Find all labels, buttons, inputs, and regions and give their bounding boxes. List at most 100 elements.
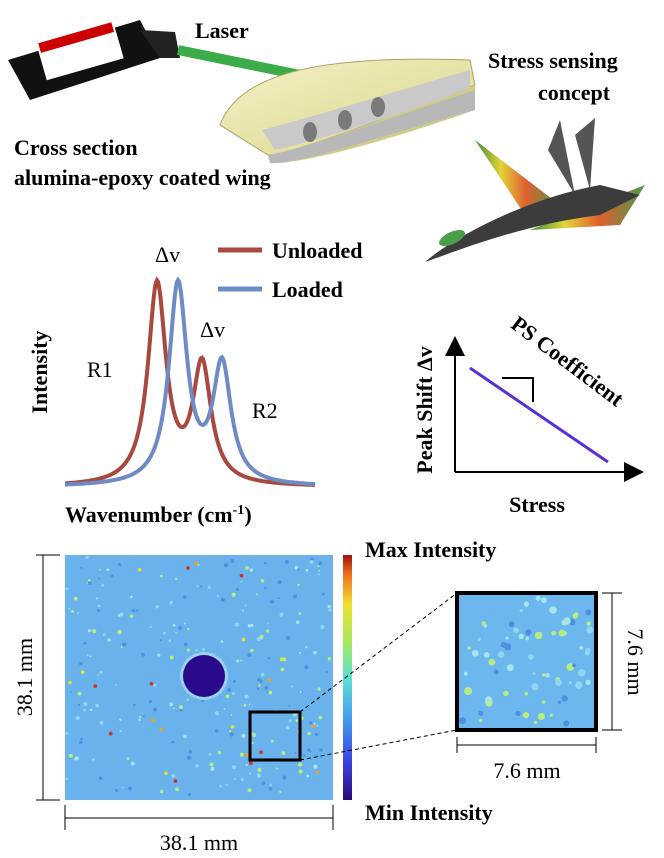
speckle xyxy=(278,597,280,599)
speckle xyxy=(513,627,518,632)
speckle xyxy=(296,620,300,624)
speckle xyxy=(268,691,272,695)
speckle xyxy=(558,701,561,704)
speckle xyxy=(541,597,547,603)
speckle xyxy=(575,681,582,688)
speckle xyxy=(303,754,306,757)
speckle xyxy=(232,692,235,695)
speckle xyxy=(261,673,265,677)
speckle xyxy=(103,633,106,636)
speckle xyxy=(257,774,261,778)
speckle xyxy=(224,563,228,567)
speckle xyxy=(149,700,152,703)
speckle xyxy=(115,684,117,686)
speckle xyxy=(179,705,183,709)
speckle xyxy=(157,654,160,657)
speckle xyxy=(231,725,235,729)
speckle xyxy=(223,708,225,710)
speckle xyxy=(528,654,534,660)
speckle xyxy=(509,621,515,627)
speckle xyxy=(282,776,286,780)
speckle xyxy=(174,779,178,783)
speckle xyxy=(217,595,219,597)
legend-label: Unloaded xyxy=(272,238,362,263)
page: {"top": {"danger": "DANGER", "laser": "L… xyxy=(0,0,664,858)
speckle xyxy=(111,575,113,577)
speckle xyxy=(319,748,322,751)
wing xyxy=(220,59,475,163)
speckle xyxy=(131,762,135,766)
speckle xyxy=(320,625,324,629)
speckle xyxy=(188,793,191,796)
speckle xyxy=(489,659,496,666)
speckle xyxy=(155,605,158,608)
x-axis-label-text: ) xyxy=(244,502,251,527)
speckle xyxy=(226,694,230,698)
speckle xyxy=(260,635,264,639)
x-axis-label: Wavenumber (cm-1) xyxy=(65,502,252,527)
speckle xyxy=(523,712,529,718)
speckle xyxy=(242,638,246,642)
speckle xyxy=(524,604,527,607)
speckle xyxy=(96,597,98,599)
speckle xyxy=(251,742,253,744)
speckle xyxy=(215,729,218,732)
speckle xyxy=(285,560,289,564)
speckle xyxy=(536,596,541,601)
colorbar-max-label: Max Intensity xyxy=(365,537,496,562)
speckle xyxy=(92,758,94,760)
speckle xyxy=(150,682,154,686)
speckle xyxy=(151,719,155,723)
speckle xyxy=(83,702,87,706)
speckle xyxy=(468,646,471,649)
speckle xyxy=(66,732,69,735)
speckle xyxy=(257,768,261,772)
speckle xyxy=(66,778,68,780)
speckle xyxy=(210,767,214,771)
speckle xyxy=(246,764,248,766)
speckle xyxy=(551,631,556,636)
speckle xyxy=(153,683,156,686)
speckle xyxy=(258,684,261,687)
speckle xyxy=(109,732,113,736)
speckle xyxy=(247,788,251,792)
speckle xyxy=(173,708,175,710)
speckle xyxy=(542,673,545,676)
peak-shift-label: Δv xyxy=(155,242,180,267)
speckle xyxy=(97,674,99,676)
slope-label: PS Coefficient xyxy=(507,311,629,412)
speckle xyxy=(318,573,320,575)
speckle xyxy=(309,721,312,724)
speckle xyxy=(240,581,242,583)
dimension-label: 38.1 mm xyxy=(12,638,37,716)
speckle xyxy=(563,617,571,625)
speckle xyxy=(92,629,96,633)
speckle xyxy=(312,724,316,728)
speckle xyxy=(88,579,91,582)
speckle xyxy=(115,789,118,792)
speckle xyxy=(233,680,236,683)
speckle xyxy=(459,717,466,724)
speckle xyxy=(257,688,259,690)
speckle xyxy=(83,642,86,645)
speckle xyxy=(230,559,234,563)
speckle xyxy=(299,612,302,615)
speckle xyxy=(78,704,80,706)
speckle xyxy=(482,621,486,625)
speckle xyxy=(119,730,121,732)
speckle xyxy=(262,782,265,785)
speckle xyxy=(240,753,244,757)
region-label: R2 xyxy=(252,398,278,423)
speckle xyxy=(264,562,266,564)
speckle xyxy=(316,770,320,774)
speckle xyxy=(307,748,310,751)
speckle xyxy=(245,605,247,607)
speckle xyxy=(236,659,239,662)
speckle xyxy=(276,768,278,770)
speckle xyxy=(579,646,583,650)
speckle xyxy=(559,630,566,637)
speckle xyxy=(87,654,89,656)
x-axis-label: Stress xyxy=(509,492,565,517)
speckle xyxy=(464,672,468,676)
speckle xyxy=(186,566,190,570)
